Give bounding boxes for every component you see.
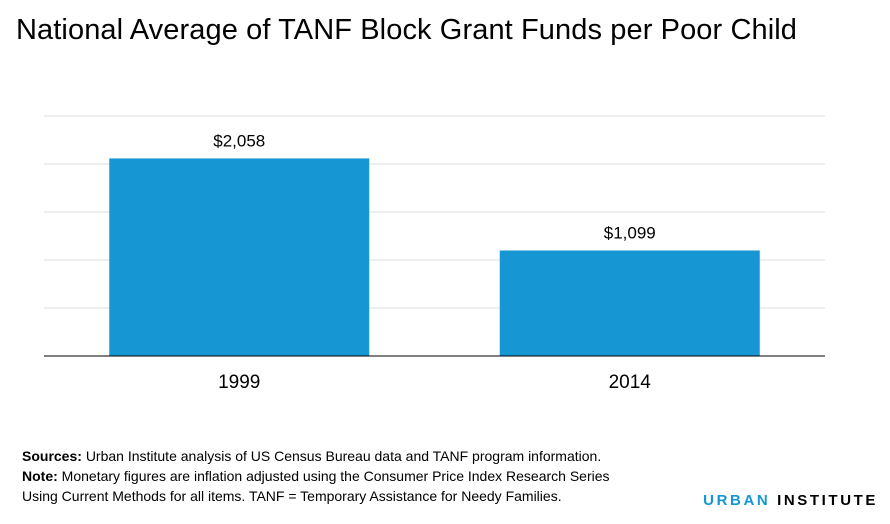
x-tick-2014: 2014 [609,372,652,393]
bar-2014 [499,250,760,356]
note-text-1: Monetary figures are inflation adjusted … [61,468,610,484]
bar-1999 [109,158,370,356]
chart-title: National Average of TANF Block Grant Fun… [16,14,798,46]
x-tick-labels: 1999 2014 [218,372,651,393]
note-label: Note: [22,468,58,484]
sources-line: Sources: Urban Institute analysis of US … [22,446,610,466]
value-labels: $2,058 $1,099 [213,131,656,242]
sources-text: Urban Institute analysis of US Census Bu… [85,448,602,464]
logo-word-urban: URBAN [703,492,771,509]
note-text-2: Using Current Methods for all items. TAN… [22,488,562,504]
note-line: Note: Monetary figures are inflation adj… [22,466,610,486]
sources-label: Sources: [22,448,82,464]
urban-institute-logo: URBAN INSTITUTE [703,492,878,509]
chart-notes: Sources: Urban Institute analysis of US … [22,446,610,506]
value-label-2014: $1,099 [604,223,656,242]
bar-chart: $2,058 $1,099 1999 2014 [44,115,825,393]
x-tick-1999: 1999 [218,372,260,393]
bars [109,158,760,356]
logo-word-institute: INSTITUTE [777,492,878,509]
value-label-1999: $2,058 [213,131,265,150]
